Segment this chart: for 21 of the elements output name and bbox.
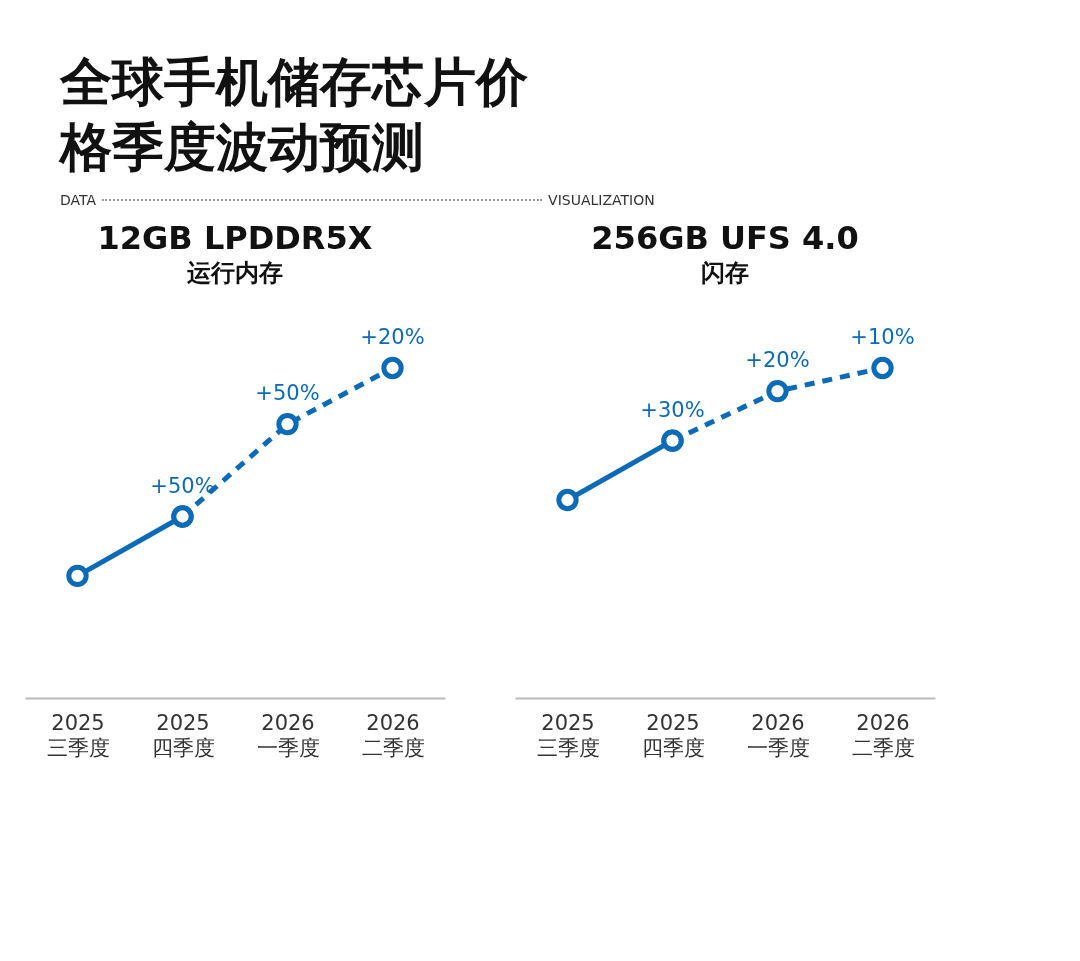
chart-subtitle: 运行内存	[186, 259, 283, 287]
x-tick-label: 2025 三季度	[46, 710, 110, 760]
x-tick-label: 2026 一季度	[746, 710, 810, 760]
annotation: +30%	[640, 397, 705, 422]
annotation: +20%	[745, 348, 810, 373]
text: 全球手机储存芯片价格季度波动预测	[60, 51, 529, 179]
x-tick-label: 2026 二季度	[361, 710, 425, 760]
x-tick-label: 2026 二季度	[851, 710, 915, 760]
x-tick-label: 2025 四季度	[151, 710, 215, 760]
annotation: +50%	[150, 473, 215, 498]
x-tick-label: 2025 四季度	[641, 710, 705, 760]
annotation: +50%	[255, 381, 320, 406]
x-tick-label: 2026 一季度	[256, 710, 320, 760]
chart-subtitle: 闪存	[701, 259, 749, 287]
text: DATA	[60, 192, 97, 208]
x-tick-label: 2025 三季度	[536, 710, 600, 760]
text: VISUALIZATION	[548, 192, 655, 208]
chart-title: 12GB LPDDR5X	[97, 219, 373, 257]
annotation: +10%	[850, 325, 915, 349]
annotation: +20%	[360, 325, 425, 349]
chart-title: 256GB UFS 4.0	[591, 219, 859, 257]
